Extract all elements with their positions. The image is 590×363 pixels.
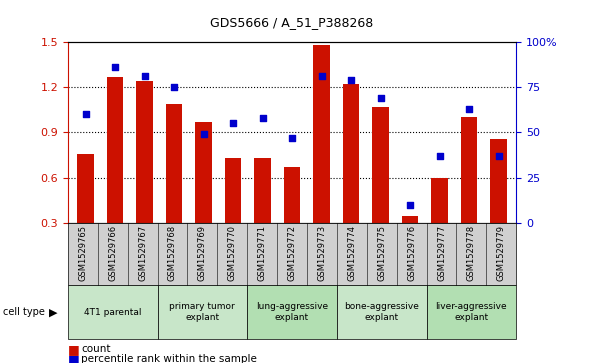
Text: lung-aggressive
explant: lung-aggressive explant bbox=[256, 302, 328, 322]
Text: GSM1529774: GSM1529774 bbox=[348, 225, 356, 281]
Point bbox=[228, 121, 238, 126]
Text: GSM1529770: GSM1529770 bbox=[228, 225, 237, 281]
Text: GSM1529775: GSM1529775 bbox=[377, 225, 386, 281]
Bar bbox=[402, 216, 418, 223]
Point bbox=[317, 73, 326, 79]
Bar bbox=[107, 77, 123, 223]
Text: GSM1529779: GSM1529779 bbox=[497, 225, 506, 281]
Text: percentile rank within the sample: percentile rank within the sample bbox=[81, 354, 257, 363]
Point bbox=[405, 202, 415, 208]
Text: GSM1529766: GSM1529766 bbox=[108, 225, 117, 281]
Text: GSM1529765: GSM1529765 bbox=[78, 225, 87, 281]
Text: primary tumor
explant: primary tumor explant bbox=[169, 302, 235, 322]
Point bbox=[376, 95, 385, 101]
Text: bone-aggressive
explant: bone-aggressive explant bbox=[345, 302, 419, 322]
Bar bbox=[77, 154, 94, 223]
Point bbox=[110, 64, 120, 70]
Text: GDS5666 / A_51_P388268: GDS5666 / A_51_P388268 bbox=[211, 16, 373, 29]
Text: GSM1529767: GSM1529767 bbox=[138, 225, 147, 281]
Bar bbox=[284, 167, 300, 223]
Text: ▶: ▶ bbox=[49, 307, 57, 317]
Bar bbox=[461, 117, 477, 223]
Text: GSM1529776: GSM1529776 bbox=[407, 225, 416, 281]
Point bbox=[287, 135, 297, 141]
Text: ■: ■ bbox=[68, 343, 80, 356]
Text: GSM1529772: GSM1529772 bbox=[287, 225, 297, 281]
Bar bbox=[372, 107, 389, 223]
Bar bbox=[431, 178, 448, 223]
Text: count: count bbox=[81, 344, 111, 354]
Point bbox=[494, 153, 503, 159]
Text: GSM1529769: GSM1529769 bbox=[198, 225, 207, 281]
Bar bbox=[343, 84, 359, 223]
Bar bbox=[254, 158, 271, 223]
Text: GSM1529768: GSM1529768 bbox=[168, 225, 177, 281]
Text: GSM1529777: GSM1529777 bbox=[437, 225, 446, 281]
Bar bbox=[313, 45, 330, 223]
Point bbox=[346, 77, 356, 83]
Text: 4T1 parental: 4T1 parental bbox=[84, 308, 142, 317]
Text: GSM1529771: GSM1529771 bbox=[258, 225, 267, 281]
Point bbox=[258, 115, 267, 121]
Point bbox=[169, 84, 179, 90]
Bar bbox=[490, 139, 507, 223]
Text: GSM1529773: GSM1529773 bbox=[317, 225, 326, 281]
Point bbox=[464, 106, 474, 112]
Text: cell type: cell type bbox=[3, 307, 45, 317]
Text: GSM1529778: GSM1529778 bbox=[467, 225, 476, 281]
Bar bbox=[225, 158, 241, 223]
Bar bbox=[195, 122, 212, 223]
Bar bbox=[136, 81, 153, 223]
Point bbox=[199, 131, 208, 137]
Point bbox=[435, 153, 444, 159]
Bar bbox=[166, 104, 182, 223]
Text: ■: ■ bbox=[68, 353, 80, 363]
Point bbox=[140, 73, 149, 79]
Point bbox=[81, 111, 90, 117]
Text: liver-aggressive
explant: liver-aggressive explant bbox=[435, 302, 507, 322]
